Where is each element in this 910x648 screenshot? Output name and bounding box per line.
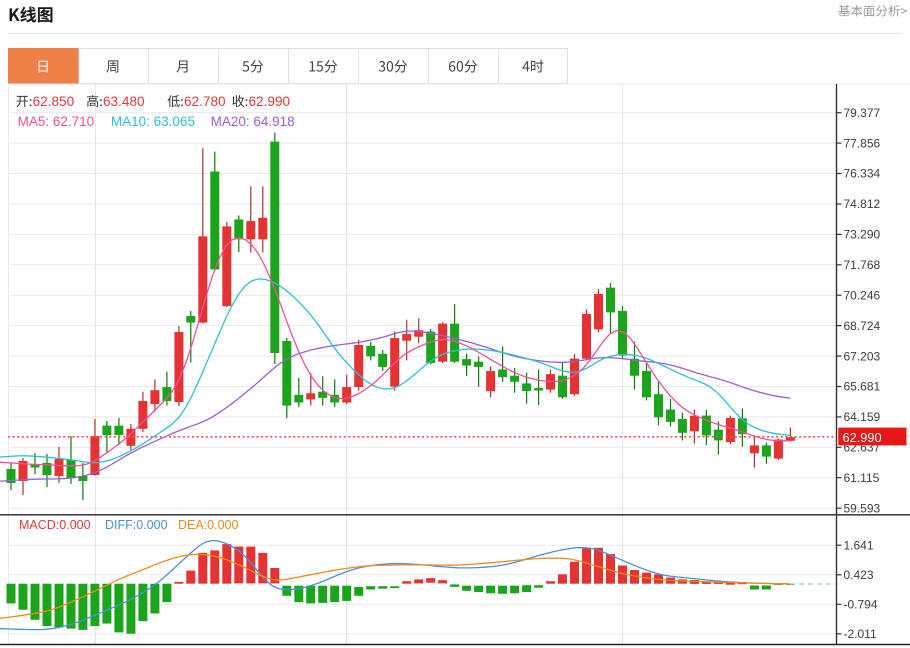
svg-text:62.850: 62.850 [33,94,75,109]
svg-text:DEA:0.000: DEA:0.000 [178,518,239,532]
svg-text:67.203: 67.203 [844,349,881,363]
svg-text:63.480: 63.480 [103,94,145,109]
svg-text:1.641: 1.641 [844,538,874,552]
svg-text:77.856: 77.856 [844,136,881,150]
svg-text:-2.011: -2.011 [844,627,877,641]
svg-text:74.812: 74.812 [844,197,881,211]
svg-text:68.724: 68.724 [844,319,881,333]
svg-text:76.334: 76.334 [844,167,881,181]
svg-text:61.115: 61.115 [844,471,880,485]
svg-text:62.780: 62.780 [184,94,226,109]
svg-text:MACD:0.000: MACD:0.000 [19,518,91,532]
svg-text:79.377: 79.377 [844,106,881,120]
svg-text:64.159: 64.159 [844,410,881,424]
svg-text:71.768: 71.768 [844,258,881,272]
svg-text:0.423: 0.423 [844,568,874,582]
svg-text:62.990: 62.990 [843,430,882,445]
svg-text:-0.794: -0.794 [844,598,878,612]
svg-text:MA5: 62.710: MA5: 62.710 [18,114,95,129]
svg-text:65.681: 65.681 [844,380,881,394]
svg-text:MA10: 63.065: MA10: 63.065 [111,114,195,129]
svg-text:73.290: 73.290 [844,228,881,242]
svg-text:70.246: 70.246 [844,288,881,302]
svg-text:DIFF:0.000: DIFF:0.000 [105,518,168,532]
svg-text:MA20: 64.918: MA20: 64.918 [211,114,295,129]
svg-text:62.990: 62.990 [249,94,291,109]
svg-text:59.593: 59.593 [844,501,881,515]
